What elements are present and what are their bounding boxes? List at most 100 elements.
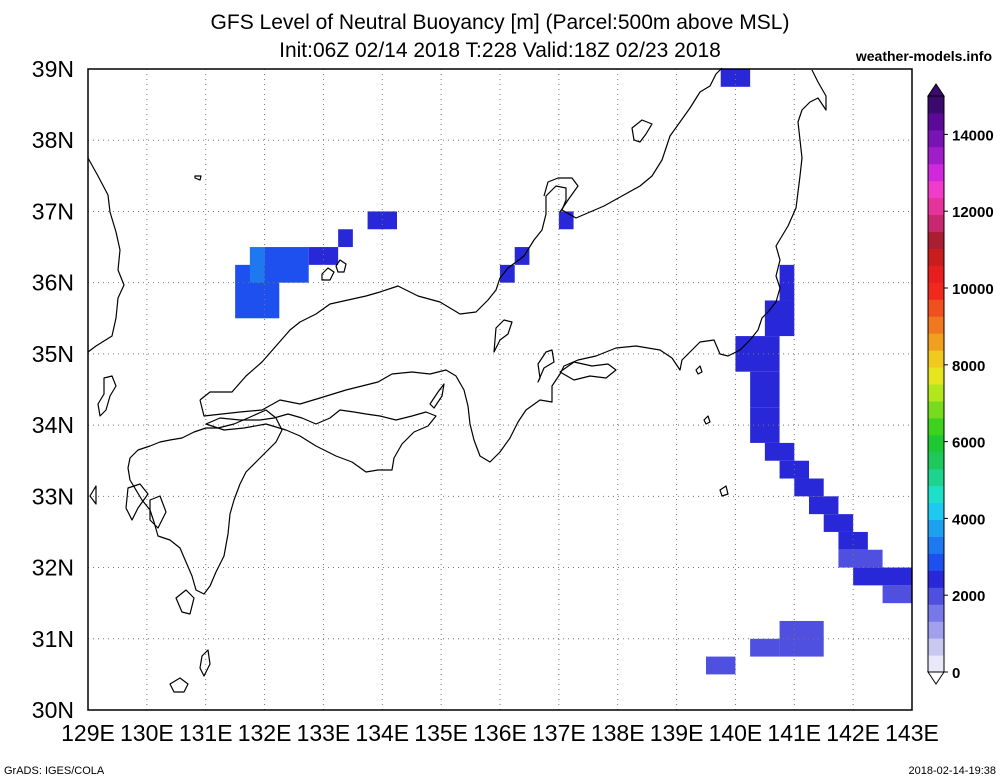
map-frame xyxy=(87,68,913,711)
lnb-cell xyxy=(735,336,780,372)
lon-tick-label: 141E xyxy=(767,720,821,746)
lnb-cell xyxy=(338,229,353,248)
title-line1: GFS Level of Neutral Buoyancy [m] (Parce… xyxy=(211,11,790,34)
lon-tick-label: 138E xyxy=(591,720,645,746)
lnb-cell xyxy=(367,211,397,230)
lnb-cell xyxy=(706,656,736,675)
lnb-cell xyxy=(809,496,839,515)
lnb-cell xyxy=(500,264,515,283)
lat-tick-label: 30N xyxy=(32,697,74,723)
site-label: weather-models.info xyxy=(855,48,992,64)
lat-axis-labels: 30N 31N 32N 33N 34N 35N 36N 37N 38N 39N xyxy=(32,56,74,723)
colorbar xyxy=(927,83,945,685)
colorbar-segment xyxy=(928,316,944,334)
lnb-cell xyxy=(750,371,780,408)
colorbar-label: 4000 xyxy=(952,511,985,528)
colorbar-segment xyxy=(928,333,944,351)
colorbar-segment xyxy=(928,400,944,419)
colorbar-segment xyxy=(928,451,944,470)
lon-tick-label: 134E xyxy=(355,720,409,746)
lnb-cell xyxy=(264,247,309,283)
colorbar-segment xyxy=(928,282,944,300)
colorbar-label: 8000 xyxy=(952,358,985,375)
colorbar-label: 14000 xyxy=(952,127,994,144)
lnb-cell xyxy=(308,247,339,265)
colorbar-segment xyxy=(928,536,944,554)
colorbar-labels: 0 2000 4000 6000 8000 10000 12000 14000 xyxy=(944,127,994,682)
map-grid xyxy=(88,69,912,710)
lat-tick-label: 32N xyxy=(32,555,74,581)
lon-axis-labels: 129E 130E 131E 132E 133E 134E 135E 136E 137E 138E… xyxy=(61,720,939,746)
colorbar-label: 0 xyxy=(952,665,960,682)
lnb-cell xyxy=(558,211,574,230)
lon-tick-label: 129E xyxy=(61,720,115,746)
colorbar-segment xyxy=(928,485,944,504)
lnb-cell xyxy=(853,567,912,586)
colorbar-segment xyxy=(928,621,944,639)
colorbar-segment xyxy=(928,265,944,283)
lon-tick-label: 139E xyxy=(650,720,704,746)
colorbar-outline xyxy=(927,95,945,673)
colorbar-segment xyxy=(928,112,944,131)
colorbar-segment xyxy=(928,129,944,148)
lnb-cell xyxy=(882,585,912,604)
colorbar-segment xyxy=(928,553,944,571)
lnb-cell xyxy=(838,531,868,550)
lnb-cell xyxy=(794,478,824,497)
colorbar-segment xyxy=(928,146,944,165)
lnb-cell xyxy=(764,442,795,461)
lnb-cell xyxy=(249,247,265,283)
colorbar-segment xyxy=(928,604,944,622)
colorbar-segment xyxy=(928,502,944,521)
colorbar-segment xyxy=(928,248,944,266)
coastlines xyxy=(87,67,827,693)
lnb-cell xyxy=(779,620,824,657)
lon-tick-label: 135E xyxy=(414,720,468,746)
lat-tick-label: 34N xyxy=(32,412,74,438)
footer-right: 2018-02-14-19:38 xyxy=(909,765,996,777)
lat-tick-label: 39N xyxy=(32,56,74,82)
footer-left: GrADS: IGES/COLA xyxy=(4,765,105,777)
lat-tick-label: 35N xyxy=(32,341,74,367)
lat-tick-label: 33N xyxy=(32,483,74,509)
colorbar-segment xyxy=(928,519,944,537)
lat-tick-label: 36N xyxy=(32,270,74,296)
colorbar-segment xyxy=(928,350,944,368)
colorbar-segment xyxy=(928,384,944,402)
lnb-cell xyxy=(764,300,795,337)
lnb-cell xyxy=(720,69,751,87)
colorbar-segment xyxy=(928,655,944,673)
lnb-cell xyxy=(750,638,780,657)
colorbar-label: 6000 xyxy=(952,435,985,452)
lnb-cell xyxy=(838,549,883,568)
colorbar-segment xyxy=(928,197,944,216)
colorbar-label: 2000 xyxy=(952,588,985,605)
lon-tick-label: 142E xyxy=(826,720,880,746)
lon-tick-label: 140E xyxy=(709,720,763,746)
lnb-cell xyxy=(823,514,854,532)
lnb-cell xyxy=(750,407,780,443)
colorbar-segment xyxy=(928,570,944,588)
lat-tick-label: 37N xyxy=(32,198,74,224)
lnb-cell xyxy=(779,264,795,301)
colorbar-segment xyxy=(928,163,944,182)
colorbar-segment xyxy=(928,587,944,605)
lon-tick-label: 131E xyxy=(179,720,233,746)
colorbar-segment xyxy=(928,434,944,453)
colorbar-segment xyxy=(928,299,944,317)
lat-tick-label: 38N xyxy=(32,127,74,153)
colorbar-segment xyxy=(928,468,944,487)
lnb-shading xyxy=(235,69,912,675)
lon-tick-label: 137E xyxy=(532,720,586,746)
lon-tick-label: 130E xyxy=(120,720,174,746)
lon-tick-label: 133E xyxy=(297,720,351,746)
colorbar-segment xyxy=(928,367,944,385)
colorbar-segment xyxy=(928,231,944,249)
lon-tick-label: 136E xyxy=(473,720,527,746)
colorbar-segment xyxy=(928,180,944,199)
colorbar-segment xyxy=(928,214,944,233)
lat-tick-label: 31N xyxy=(32,626,74,652)
colorbar-segment xyxy=(928,96,944,114)
lon-tick-label: 143E xyxy=(885,720,939,746)
title-line2: Init:06Z 02/14 2018 T:228 Valid:18Z 02/2… xyxy=(279,39,721,62)
